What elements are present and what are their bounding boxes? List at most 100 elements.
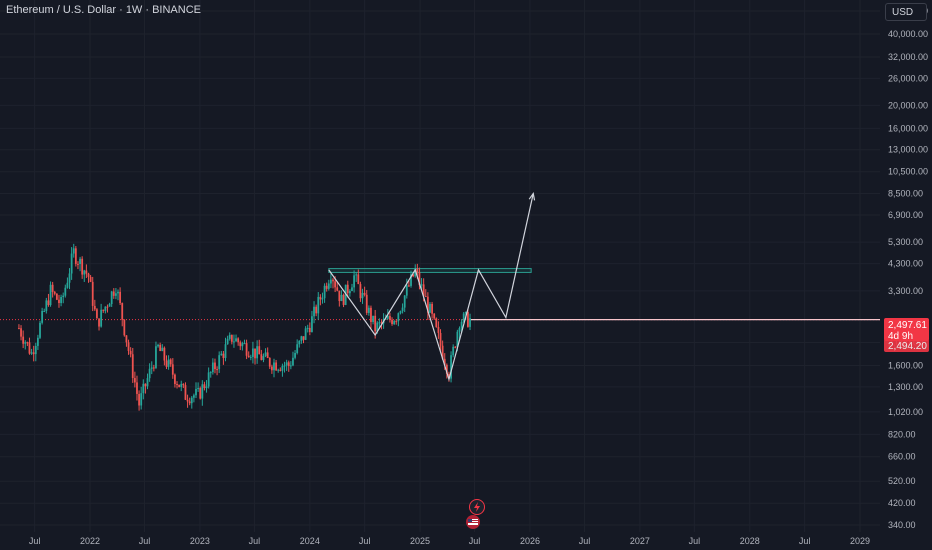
x-tick-label: Jul xyxy=(139,536,151,546)
candle-body xyxy=(344,284,347,305)
candle-body xyxy=(405,285,408,296)
y-tick-label: 20,000.00 xyxy=(888,100,928,110)
candle-body xyxy=(159,344,162,351)
candle-body xyxy=(62,295,65,298)
candle-body xyxy=(106,306,109,308)
candle-body xyxy=(121,303,124,320)
candle-body xyxy=(37,337,39,346)
y-tick-label: 3,300.00 xyxy=(888,286,923,296)
time-axis[interactable]: Jul 2022 Jul 2023 Jul 2024 Jul 2025 Jul 2026 Jul 20… xyxy=(29,536,870,546)
candle-body xyxy=(304,328,307,340)
candle-body xyxy=(431,303,433,314)
candle-body xyxy=(104,306,107,311)
candle-body xyxy=(199,388,202,399)
candle-body xyxy=(152,367,155,369)
candle-body xyxy=(136,382,138,394)
candle-body xyxy=(389,315,391,320)
price-axis[interactable]: 340.00 420.00 520.00 660.00 820.00 1,020.00 1,… xyxy=(888,6,928,530)
candle-body xyxy=(157,344,159,347)
candle-body xyxy=(243,343,246,345)
y-tick-label: 40,000.00 xyxy=(888,29,928,39)
candle-body xyxy=(142,383,145,394)
x-tick-label: 2027 xyxy=(630,536,650,546)
candle-body xyxy=(467,312,469,327)
candle-body xyxy=(336,287,339,291)
candle-body xyxy=(376,322,379,332)
symbol-title: Ethereum / U.S. Dollar · 1W · BINANCE xyxy=(6,4,201,16)
us-flag-icon[interactable] xyxy=(466,515,480,529)
candle-body xyxy=(403,295,406,308)
candle-body xyxy=(441,345,444,359)
y-tick-label: 820.00 xyxy=(888,429,916,439)
candle-body xyxy=(374,315,377,332)
candle-body xyxy=(110,291,113,304)
candle-body xyxy=(418,272,421,286)
candle-body xyxy=(148,368,151,379)
candle-body xyxy=(55,293,58,300)
candle-body xyxy=(119,291,122,304)
candle-body xyxy=(188,401,191,404)
candle-body xyxy=(260,354,263,360)
last-price-label: 2,497.61 4d 9h xyxy=(884,318,929,342)
candle-body xyxy=(235,338,237,342)
candle-body xyxy=(262,356,265,360)
lightning-dollar-icon[interactable] xyxy=(469,499,485,515)
candle-body xyxy=(171,364,174,375)
candle-body xyxy=(452,346,455,356)
candle-body xyxy=(218,355,221,370)
candle-body xyxy=(338,290,341,302)
y-tick-label: 4,300.00 xyxy=(888,259,923,269)
candle-body xyxy=(22,336,25,344)
x-tick-label: 2023 xyxy=(190,536,210,546)
candle-body xyxy=(378,322,381,324)
candle-body xyxy=(93,305,96,310)
candle-body xyxy=(372,315,374,322)
candle-body xyxy=(264,352,267,357)
candle-body xyxy=(454,346,457,348)
candle-body xyxy=(270,366,273,371)
currency-button[interactable]: USD xyxy=(885,3,927,21)
y-tick-label: 520.00 xyxy=(888,476,916,486)
pattern-drawing[interactable] xyxy=(328,191,536,382)
candle-body xyxy=(308,327,311,332)
candle-body xyxy=(85,270,88,274)
candle-body xyxy=(127,342,130,351)
y-tick-label: 5,300.00 xyxy=(888,237,923,247)
y-tick-label: 10,500.00 xyxy=(888,167,928,177)
candle-body xyxy=(340,294,343,302)
candle-body xyxy=(268,357,271,367)
candle-body xyxy=(28,342,31,354)
candle-body xyxy=(24,342,27,344)
candle-body xyxy=(437,326,440,333)
candle-body xyxy=(125,335,128,343)
candle-body xyxy=(131,354,134,379)
candle-body xyxy=(292,357,294,366)
x-tick-label: Jul xyxy=(469,536,481,546)
y-tick-label: 1,020.00 xyxy=(888,407,923,417)
candle-body xyxy=(68,273,71,283)
candle-body xyxy=(45,300,48,311)
last-price-value: 2,497.61 xyxy=(888,320,927,331)
candle-body xyxy=(216,369,218,371)
candle-body xyxy=(100,309,103,327)
y-tick-label: 340.00 xyxy=(888,520,916,530)
candle-body xyxy=(334,281,337,288)
candle-body xyxy=(34,345,37,355)
candle-body xyxy=(462,313,465,322)
resistance-zone-rect xyxy=(328,268,532,273)
candle-body xyxy=(53,291,56,294)
candle-body xyxy=(397,313,400,322)
candle-body xyxy=(285,362,288,366)
candle-body xyxy=(384,318,387,320)
candle-body xyxy=(163,347,166,361)
candle-body xyxy=(353,275,355,288)
candle-body xyxy=(319,296,322,300)
candle-body xyxy=(70,253,73,274)
candle-body xyxy=(433,313,436,319)
candle-body xyxy=(435,318,438,327)
y-tick-label: 26,000.00 xyxy=(888,73,928,83)
candle-body xyxy=(443,358,446,365)
candle-body xyxy=(426,296,429,313)
candle-body xyxy=(192,395,195,398)
